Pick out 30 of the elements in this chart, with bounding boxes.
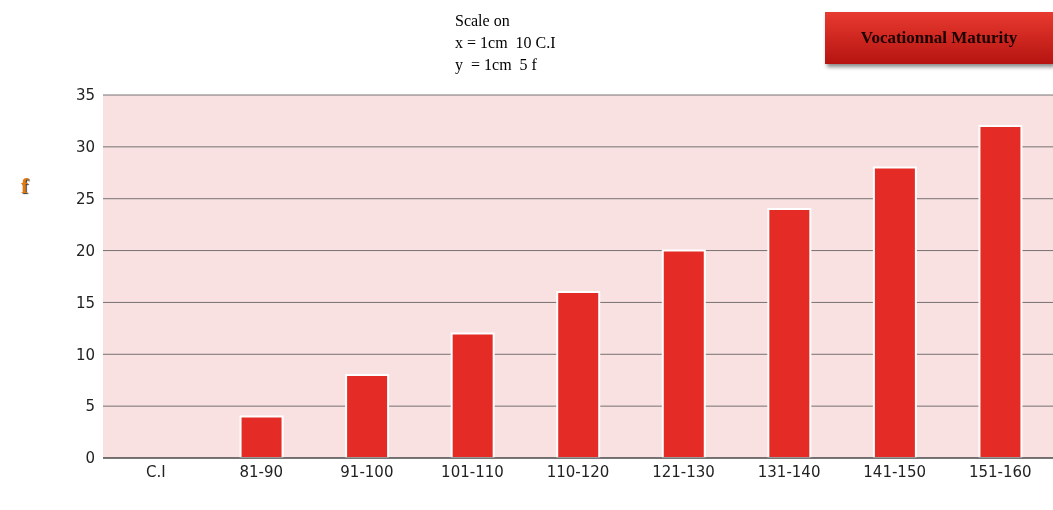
- bar: [767, 208, 812, 458]
- y-tick-label: 35: [75, 86, 95, 105]
- x-tick-label: C.I: [145, 462, 166, 481]
- x-tick-label: 101-110: [441, 462, 504, 481]
- chart-title: Vocationnal Maturity: [825, 12, 1053, 64]
- x-tick-label: 121-130: [652, 462, 715, 481]
- text: x = 1cm 10 C.I: [455, 33, 556, 53]
- bar: [556, 291, 601, 458]
- text: y = 1cm 5 f: [455, 55, 538, 76]
- x-tick-label: 141-150: [863, 462, 927, 481]
- y-tick-label: 5: [85, 397, 95, 416]
- bar: [661, 249, 706, 458]
- x-tick-label: 151-160: [968, 462, 1032, 481]
- text: Scale on: [455, 11, 511, 31]
- y-tick-label: 30: [75, 138, 95, 157]
- y-tick-label: 0: [85, 449, 95, 468]
- bar: [450, 332, 495, 458]
- bar: [872, 166, 917, 458]
- x-tick-label: 81-90: [239, 462, 284, 481]
- y-tick-label: 15: [75, 293, 95, 312]
- y-tick-label: 10: [75, 345, 95, 364]
- y-axis-title: f: [21, 173, 29, 199]
- bar: [345, 374, 390, 458]
- y-tick-label: 20: [75, 241, 95, 260]
- bar: [978, 125, 1023, 458]
- y-tick-label: 25: [75, 190, 95, 209]
- x-tick-label: 91-100: [340, 462, 394, 481]
- x-tick-label: 131-140: [757, 462, 821, 481]
- x-tick-label: 110-120: [546, 462, 610, 481]
- bar: [239, 415, 284, 458]
